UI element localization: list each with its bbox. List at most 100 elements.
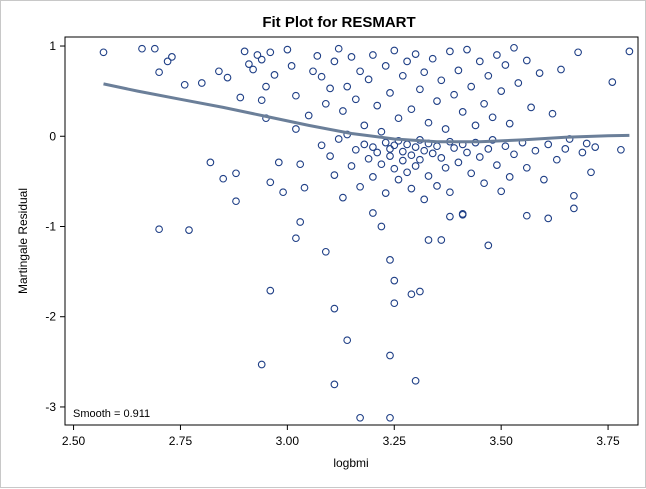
data-point — [433, 182, 441, 190]
data-point — [347, 162, 356, 170]
data-point — [257, 55, 266, 64]
data-point — [407, 105, 416, 114]
data-point — [403, 168, 411, 177]
y-tick-label: 1 — [49, 39, 56, 53]
data-point — [437, 236, 446, 244]
data-point — [185, 226, 193, 234]
data-point — [467, 169, 476, 178]
data-point — [433, 142, 441, 151]
data-point — [446, 212, 454, 221]
data-point — [232, 197, 240, 206]
data-point — [150, 44, 159, 53]
data-point — [407, 184, 416, 193]
data-point — [411, 143, 420, 151]
data-point — [437, 76, 446, 85]
data-point — [394, 175, 403, 184]
data-point — [351, 95, 360, 104]
x-axis: 2.50 2.75 3.00 3.25 3.50 3.75 — [62, 425, 620, 448]
data-point — [219, 174, 228, 183]
data-point — [356, 67, 364, 76]
data-point — [206, 158, 215, 167]
data-point — [458, 108, 467, 116]
data-point — [390, 164, 399, 173]
data-point — [411, 162, 420, 170]
data-point — [428, 149, 437, 158]
data-point — [321, 247, 330, 256]
data-point — [522, 163, 531, 172]
data-point — [168, 53, 176, 61]
y-axis-label: Martingale Residual — [16, 188, 30, 294]
data-point — [356, 413, 364, 422]
data-point — [381, 62, 390, 70]
data-point — [544, 214, 553, 223]
smooth-fit-line — [103, 82, 630, 144]
data-point — [407, 290, 416, 299]
data-point — [347, 53, 356, 61]
data-point — [480, 179, 488, 188]
data-point — [377, 127, 386, 136]
data-point — [339, 193, 347, 202]
data-point — [232, 169, 240, 178]
data-point — [330, 380, 339, 389]
data-point — [279, 188, 287, 197]
data-point — [544, 140, 553, 149]
data-point — [416, 287, 424, 296]
data-point — [587, 168, 595, 177]
data-point — [475, 153, 484, 161]
data-point — [411, 376, 420, 385]
data-point — [262, 82, 270, 91]
data-point — [245, 60, 253, 68]
data-point — [386, 152, 394, 160]
data-point — [240, 47, 249, 56]
data-point — [364, 154, 373, 163]
data-point — [266, 48, 275, 57]
data-point — [330, 304, 339, 313]
data-point — [390, 276, 399, 285]
data-point — [625, 47, 634, 56]
data-point — [527, 103, 535, 112]
data-point — [497, 87, 506, 95]
data-point — [360, 140, 369, 149]
data-point — [339, 107, 347, 115]
data-point — [309, 67, 317, 76]
data-point — [480, 99, 488, 108]
chart-title: Fit Plot for RESMART — [262, 14, 415, 31]
data-point — [454, 66, 463, 75]
x-tick-label: 2.75 — [169, 434, 193, 448]
data-point — [326, 84, 334, 93]
data-point — [99, 48, 108, 57]
data-point — [373, 101, 382, 110]
y-tick-label: -3 — [45, 400, 56, 414]
data-point — [463, 45, 471, 54]
x-tick-label: 3.50 — [489, 434, 513, 448]
data-point — [407, 151, 416, 160]
data-point — [381, 138, 390, 147]
data-point — [505, 119, 514, 128]
y-axis: 1 0 -1 -2 -3 — [45, 39, 65, 414]
data-point — [441, 163, 450, 172]
x-tick-label: 3.00 — [276, 434, 300, 448]
data-point — [253, 51, 262, 59]
data-point — [398, 156, 407, 165]
data-point — [138, 44, 146, 53]
data-point — [497, 187, 506, 196]
data-point — [215, 67, 223, 76]
data-point — [304, 111, 313, 120]
data-point — [257, 360, 266, 369]
data-point — [608, 78, 617, 86]
data-point — [283, 45, 292, 54]
data-point — [484, 241, 493, 250]
data-point — [433, 97, 441, 105]
data-point — [343, 336, 352, 345]
data-point — [454, 158, 463, 167]
y-tick-label: 0 — [49, 129, 56, 143]
data-point — [386, 145, 394, 153]
data-point — [334, 135, 343, 143]
data-point — [428, 54, 437, 63]
data-point — [510, 150, 518, 159]
data-point — [330, 57, 339, 66]
data-point — [155, 225, 163, 234]
data-point — [450, 90, 458, 99]
data-point — [317, 72, 326, 81]
data-point — [321, 99, 330, 108]
